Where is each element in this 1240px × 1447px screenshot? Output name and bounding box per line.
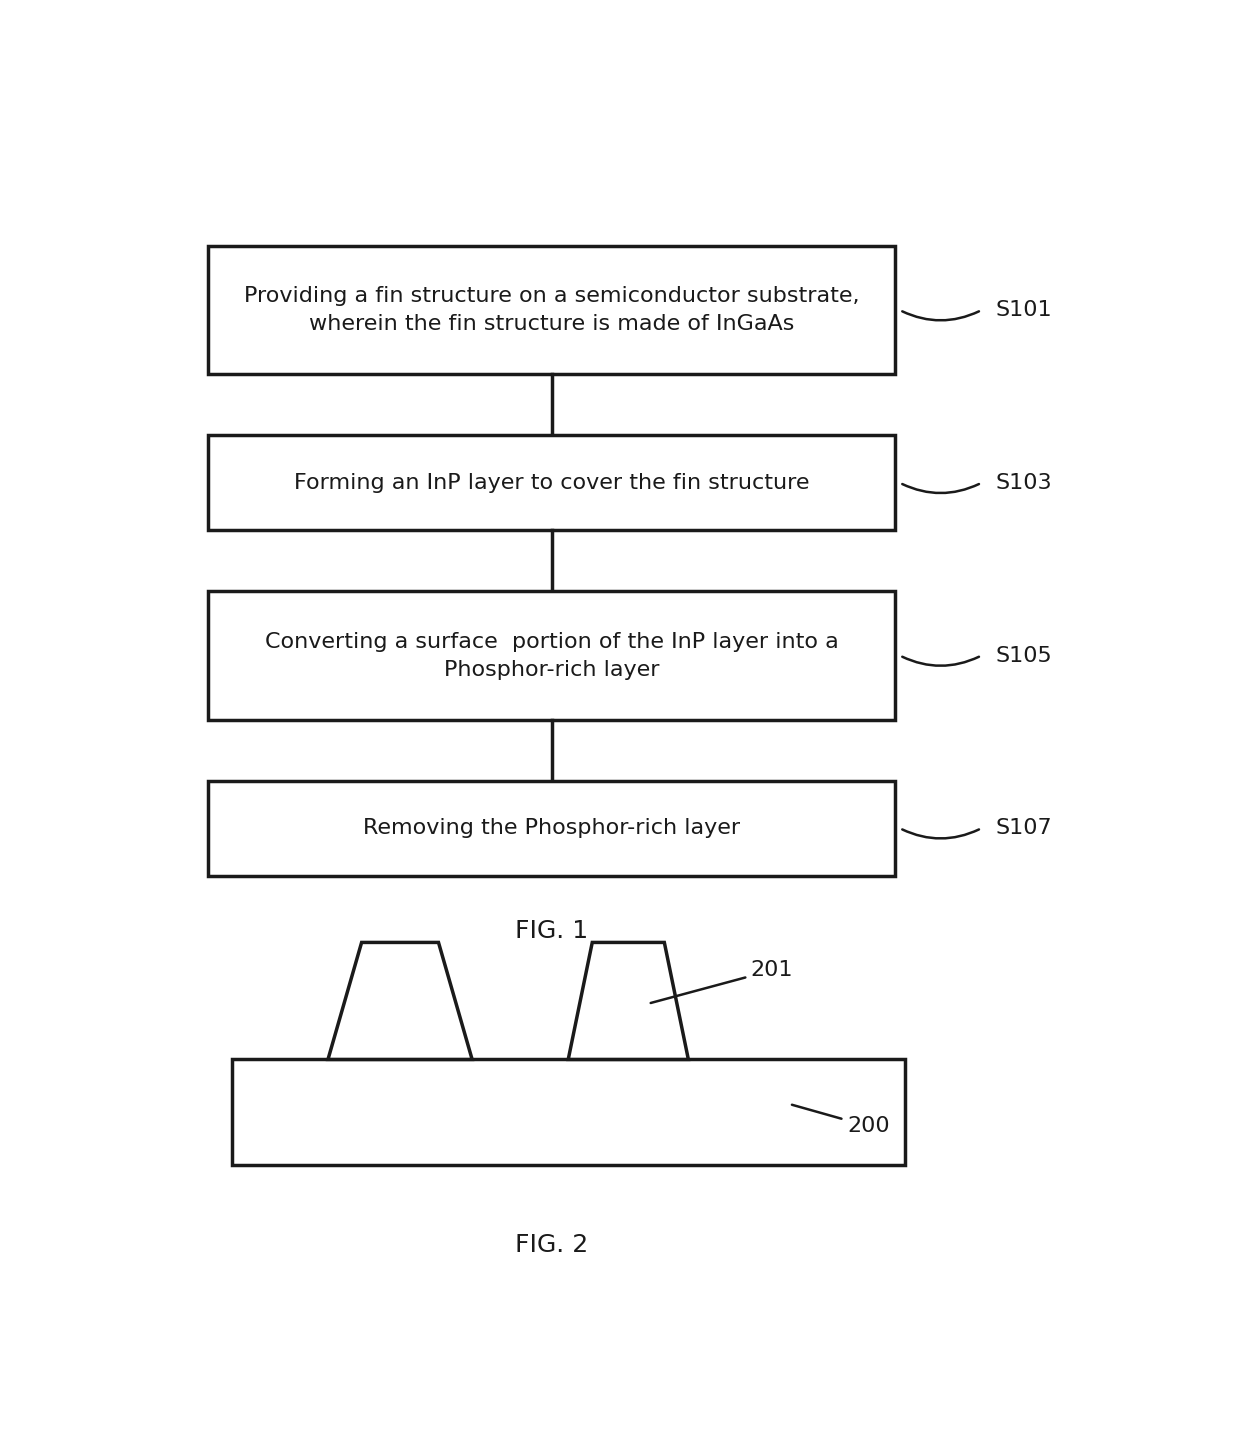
Text: FIG. 2: FIG. 2 — [516, 1233, 589, 1257]
Bar — [208, 436, 895, 530]
Bar — [208, 781, 895, 875]
Text: S105: S105 — [996, 645, 1053, 666]
Text: Converting a surface  portion of the InP layer into a
Phosphor-rich layer: Converting a surface portion of the InP … — [264, 631, 838, 680]
Text: Providing a fin structure on a semiconductor substrate,
wherein the fin structur: Providing a fin structure on a semicondu… — [244, 287, 859, 334]
Bar — [208, 246, 895, 375]
Text: 201: 201 — [651, 961, 794, 1003]
Bar — [232, 1059, 905, 1165]
Text: S103: S103 — [996, 473, 1053, 493]
Bar — [208, 592, 895, 719]
Text: Removing the Phosphor-rich layer: Removing the Phosphor-rich layer — [363, 818, 740, 838]
Polygon shape — [327, 942, 472, 1059]
Polygon shape — [568, 942, 688, 1059]
Text: 200: 200 — [792, 1104, 889, 1136]
Text: S107: S107 — [996, 818, 1053, 838]
Text: S101: S101 — [996, 300, 1053, 320]
Text: FIG. 1: FIG. 1 — [516, 919, 589, 943]
Text: Forming an InP layer to cover the fin structure: Forming an InP layer to cover the fin st… — [294, 473, 810, 493]
